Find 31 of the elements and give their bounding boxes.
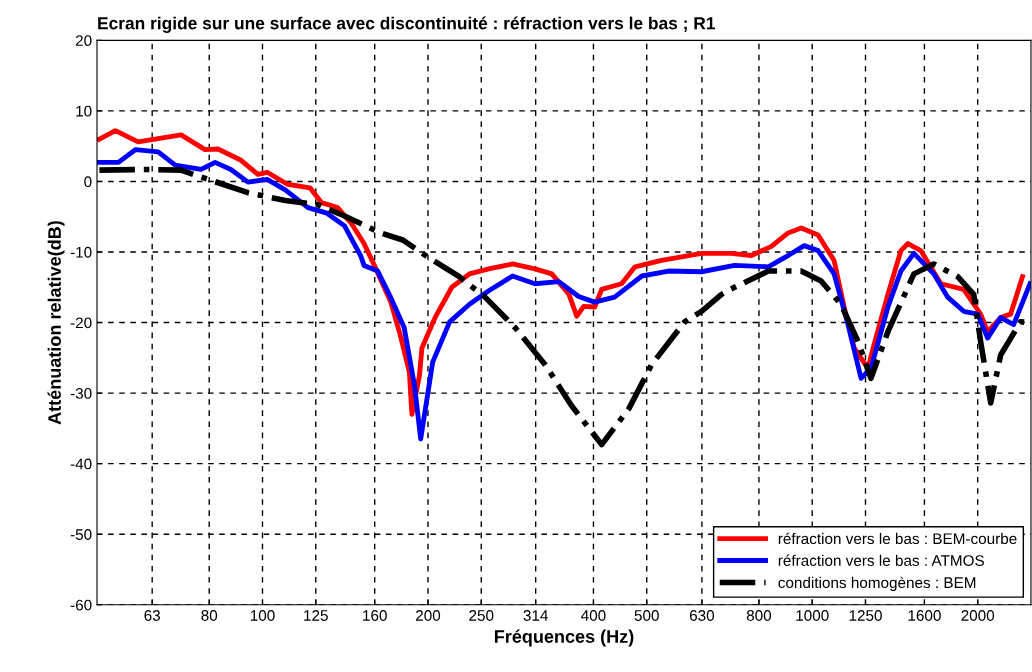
- x-tick-label: 100: [250, 610, 275, 621]
- x-tick-label: 250: [469, 610, 494, 621]
- y-tick-label: 0: [84, 176, 92, 188]
- y-tick-label: 10: [76, 105, 92, 117]
- y-tick-label: -60: [70, 599, 92, 611]
- x-tick-label: 1250: [849, 610, 882, 621]
- x-tick-label: 800: [746, 610, 772, 621]
- y-tick-label: -40: [70, 458, 92, 470]
- x-tick-label: 2000: [961, 610, 995, 621]
- x-tick-label: 80: [201, 610, 218, 621]
- y-tick-label: -50: [70, 529, 92, 540]
- x-tick-label: 200: [416, 610, 441, 621]
- x-axis-title: Fréquences (Hz): [494, 629, 634, 647]
- x-tick-label: 1000: [796, 610, 829, 621]
- y-axis-title: Atténuation relative(dB): [47, 221, 65, 425]
- x-tick-label: 1600: [908, 610, 941, 621]
- legend-label: réfraction vers le bas : BEM-courbe: [778, 532, 1017, 545]
- x-tick-label: 125: [304, 610, 328, 621]
- x-tick-label: 400: [581, 610, 606, 621]
- legend-label: conditions homogènes : BEM: [778, 576, 976, 592]
- x-tick-label: 500: [634, 610, 659, 621]
- x-tick-label: 630: [689, 610, 715, 621]
- y-tick-label: -10: [70, 246, 92, 258]
- legend-label: réfraction vers le bas : ATMOS: [778, 554, 984, 566]
- chart-title: Ecran rigide sur une surface avec discontinuité : réfraction vers le bas ; R1: [98, 16, 715, 33]
- x-tick-label: 314: [523, 610, 548, 621]
- y-tick-label: 20: [75, 35, 92, 47]
- y-tick-label: -20: [70, 317, 92, 329]
- x-tick-label: 160: [363, 610, 387, 621]
- x-tick-label: 63: [144, 610, 161, 621]
- y-tick-label: -30: [70, 387, 92, 399]
